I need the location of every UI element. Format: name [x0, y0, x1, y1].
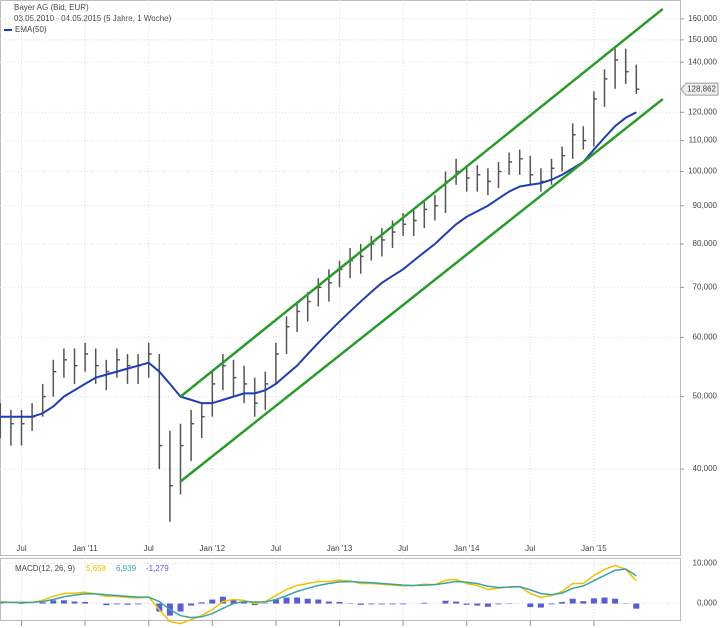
histogram-bar: [474, 603, 481, 606]
macd-line: [0, 564, 637, 625]
legend-label: EMA(50): [15, 25, 47, 34]
macd-frame: [0, 558, 681, 621]
histogram-bar: [251, 603, 258, 606]
x-tick-label: Jan '13: [327, 544, 353, 553]
y-tick-label: 10,000: [693, 559, 718, 568]
histogram-bar: [389, 603, 396, 605]
histogram-bar: [230, 599, 237, 604]
histogram-bar: [113, 603, 120, 605]
y-tick-label: 50,000: [693, 392, 718, 401]
histogram-bar: [294, 597, 301, 604]
macd-value-label: 6,939: [116, 564, 137, 573]
x-tick-label: Jul: [398, 544, 408, 553]
histogram-bar: [177, 603, 184, 612]
y-tick-label: 140,000: [688, 57, 717, 66]
x-tick-label: Jan '12: [200, 544, 226, 553]
y-tick-label: 60,000: [693, 333, 718, 342]
histogram-bar: [378, 603, 385, 605]
histogram-bar: [82, 601, 89, 604]
histogram-bar: [484, 603, 491, 607]
histogram-bar: [241, 602, 248, 604]
histogram-bar: [219, 596, 226, 604]
x-tick-label: Jul: [271, 544, 281, 553]
y-tick-label: 40,000: [693, 464, 718, 473]
x-tick-label: Jan '11: [73, 544, 99, 553]
macd-line: [0, 568, 637, 619]
macd-value-label: -1,279: [146, 564, 169, 573]
histogram-bar: [272, 599, 279, 604]
histogram-bar: [548, 603, 555, 605]
x-tick-label: Jul: [16, 544, 26, 553]
histogram-bar: [400, 603, 407, 605]
chart-subtitle: 03.05.2010 - 04.05.2015 (5 Jahre, 1 Woch…: [14, 14, 172, 23]
x-tick-label: Jul: [144, 544, 154, 553]
histogram-bar: [135, 603, 142, 605]
histogram-bar: [495, 603, 502, 605]
histogram-bar: [357, 603, 364, 605]
x-tick-label: Jan '15: [581, 544, 607, 553]
histogram-bar: [569, 598, 576, 604]
histogram-bar: [60, 600, 67, 604]
y-tick-label: 90,000: [693, 201, 718, 210]
histogram-bar: [580, 601, 587, 604]
histogram-bar: [463, 603, 470, 605]
histogram-bar: [453, 601, 460, 604]
histogram-bar: [209, 599, 216, 604]
y-tick-label: 70,000: [693, 282, 718, 291]
histogram-bar: [39, 602, 46, 604]
x-tick-label: Jan '14: [454, 544, 480, 553]
histogram-bar: [559, 601, 566, 604]
histogram-bar: [188, 603, 195, 606]
histogram-bar: [156, 603, 163, 612]
channel-line: [179, 98, 664, 483]
histogram-bar: [103, 603, 110, 606]
y-tick-label: 160,000: [688, 14, 717, 23]
y-tick-label: 120,000: [688, 107, 717, 116]
histogram-bar: [304, 598, 311, 604]
main-frame: [0, 0, 681, 556]
channel-line: [179, 7, 664, 398]
chart-title: Bayer AG (Bid, EUR): [14, 3, 89, 12]
price-tag: [680, 82, 719, 96]
y-tick-label: 110,000: [689, 136, 718, 145]
ema-line: [0, 111, 637, 418]
price-tag-label: 128,862: [687, 84, 716, 93]
y-tick-label: 80,000: [693, 239, 718, 248]
histogram-bar: [71, 601, 78, 604]
y-tick-label: 100,000: [688, 167, 717, 176]
histogram-bar: [325, 601, 332, 604]
histogram-bar: [315, 599, 322, 604]
histogram-bar: [442, 600, 449, 604]
y-tick-label: 0,000: [697, 599, 718, 608]
histogram-bar: [537, 603, 544, 608]
histogram-bar: [601, 597, 608, 604]
histogram-bar: [283, 597, 290, 604]
x-tick-label: Jul: [525, 544, 535, 553]
histogram-bar: [368, 603, 375, 605]
histogram-bar: [50, 600, 57, 604]
y-tick-label: 150,000: [688, 35, 717, 44]
macd-title: MACD(12, 26, 9): [15, 564, 75, 573]
macd-value-label: 5,658: [86, 564, 107, 573]
histogram-bar: [421, 602, 428, 604]
histogram-bar: [527, 603, 534, 608]
histogram-bar: [633, 603, 640, 609]
histogram-bar: [0, 602, 4, 604]
histogram-bar: [612, 598, 619, 604]
histogram-bar: [590, 598, 597, 604]
histogram-bar: [336, 601, 343, 604]
histogram-bar: [124, 603, 131, 605]
histogram-bar: [198, 602, 205, 604]
